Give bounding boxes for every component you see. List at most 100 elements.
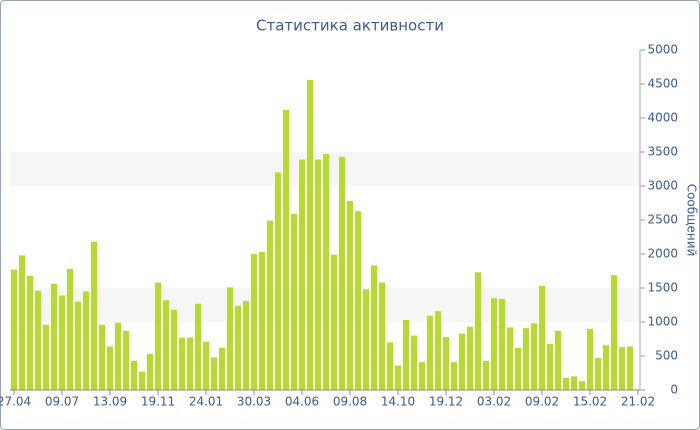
y-axis-title: Сообщений bbox=[685, 184, 699, 257]
bar bbox=[555, 330, 561, 390]
bar bbox=[243, 300, 249, 390]
bar bbox=[131, 360, 137, 390]
bar bbox=[579, 381, 585, 390]
bar bbox=[307, 79, 313, 391]
bar bbox=[515, 347, 521, 390]
bar bbox=[219, 347, 225, 390]
y-tick-label: 2000 bbox=[647, 247, 678, 261]
x-tick-label: 30.03 bbox=[237, 395, 271, 409]
y-tick-label: 1500 bbox=[647, 281, 678, 295]
x-tick-label: 21.02 bbox=[621, 395, 655, 409]
bar bbox=[491, 298, 497, 390]
bar bbox=[115, 322, 121, 390]
bar bbox=[163, 300, 169, 390]
bar bbox=[187, 337, 193, 390]
bar bbox=[235, 305, 241, 390]
bar bbox=[363, 289, 369, 390]
bar bbox=[107, 346, 113, 390]
bar bbox=[595, 358, 601, 390]
x-tick-label: 15.02 bbox=[573, 395, 607, 409]
bar bbox=[195, 303, 201, 390]
bar bbox=[27, 275, 33, 390]
bar bbox=[387, 342, 393, 390]
x-tick-label: 09.07 bbox=[45, 395, 79, 409]
y-tick-label: 500 bbox=[655, 349, 678, 363]
bar bbox=[147, 353, 153, 390]
chart-title: Статистика активности bbox=[256, 17, 444, 35]
bar bbox=[99, 324, 105, 390]
bar bbox=[459, 333, 465, 390]
bar bbox=[283, 109, 289, 390]
bar bbox=[347, 200, 353, 390]
bar bbox=[523, 328, 529, 390]
bar bbox=[267, 220, 273, 390]
x-tick-label: 19.11 bbox=[141, 395, 175, 409]
bar bbox=[419, 362, 425, 390]
x-tick-label: 27.04 bbox=[0, 395, 31, 409]
x-tick-label: 13.09 bbox=[93, 395, 127, 409]
bar bbox=[531, 323, 537, 390]
bar bbox=[627, 346, 633, 390]
bar bbox=[539, 285, 545, 390]
bar bbox=[123, 330, 129, 390]
bar bbox=[139, 371, 145, 390]
bar bbox=[171, 309, 177, 390]
bar bbox=[443, 336, 449, 390]
x-tick-label: 19.12 bbox=[429, 395, 463, 409]
bar bbox=[427, 315, 433, 390]
bar bbox=[59, 295, 65, 390]
y-tick-label: 0 bbox=[670, 383, 678, 397]
bar bbox=[155, 282, 161, 390]
bar bbox=[563, 377, 569, 390]
bar bbox=[67, 268, 73, 390]
bar bbox=[611, 275, 617, 390]
bar bbox=[35, 290, 41, 390]
y-tick-label: 3000 bbox=[647, 179, 678, 193]
bar bbox=[435, 311, 441, 390]
x-tick-label: 14.10 bbox=[381, 395, 415, 409]
x-tick-label: 24.01 bbox=[189, 395, 223, 409]
bar bbox=[51, 283, 57, 390]
bar bbox=[451, 362, 457, 390]
bar bbox=[331, 254, 337, 390]
y-tick-label: 2500 bbox=[647, 213, 678, 227]
x-tick-label: 09.02 bbox=[525, 395, 559, 409]
bar bbox=[411, 335, 417, 390]
bar bbox=[227, 287, 233, 390]
bar bbox=[571, 376, 577, 390]
bar bbox=[403, 319, 409, 390]
bar bbox=[475, 272, 481, 390]
bar bbox=[203, 341, 209, 390]
y-tick-label: 3500 bbox=[647, 145, 678, 159]
bar bbox=[499, 298, 505, 390]
bar bbox=[275, 172, 281, 390]
grid-band bbox=[10, 84, 640, 118]
bar bbox=[43, 324, 49, 390]
y-tick-label: 4000 bbox=[647, 111, 678, 125]
x-tick-label: 04.06 bbox=[285, 395, 319, 409]
bar bbox=[11, 269, 17, 390]
bar bbox=[323, 154, 329, 390]
bar bbox=[619, 347, 625, 390]
bar bbox=[291, 213, 297, 390]
bar bbox=[259, 251, 265, 390]
x-tick-label: 03.02 bbox=[477, 395, 511, 409]
bar bbox=[339, 156, 345, 390]
y-tick-label: 5000 bbox=[647, 43, 678, 57]
bar bbox=[315, 159, 321, 390]
bar bbox=[299, 159, 305, 390]
bar bbox=[91, 241, 97, 390]
x-tick-label: 09.08 bbox=[333, 395, 367, 409]
bar bbox=[395, 365, 401, 390]
bar bbox=[379, 282, 385, 390]
bar bbox=[467, 326, 473, 390]
bar bbox=[251, 254, 257, 390]
bar bbox=[179, 337, 185, 390]
bar bbox=[587, 328, 593, 390]
bar bbox=[355, 211, 361, 390]
y-tick-label: 4500 bbox=[647, 77, 678, 91]
bar bbox=[371, 265, 377, 390]
bar bbox=[19, 255, 25, 390]
y-tick-label: 1000 bbox=[647, 315, 678, 329]
